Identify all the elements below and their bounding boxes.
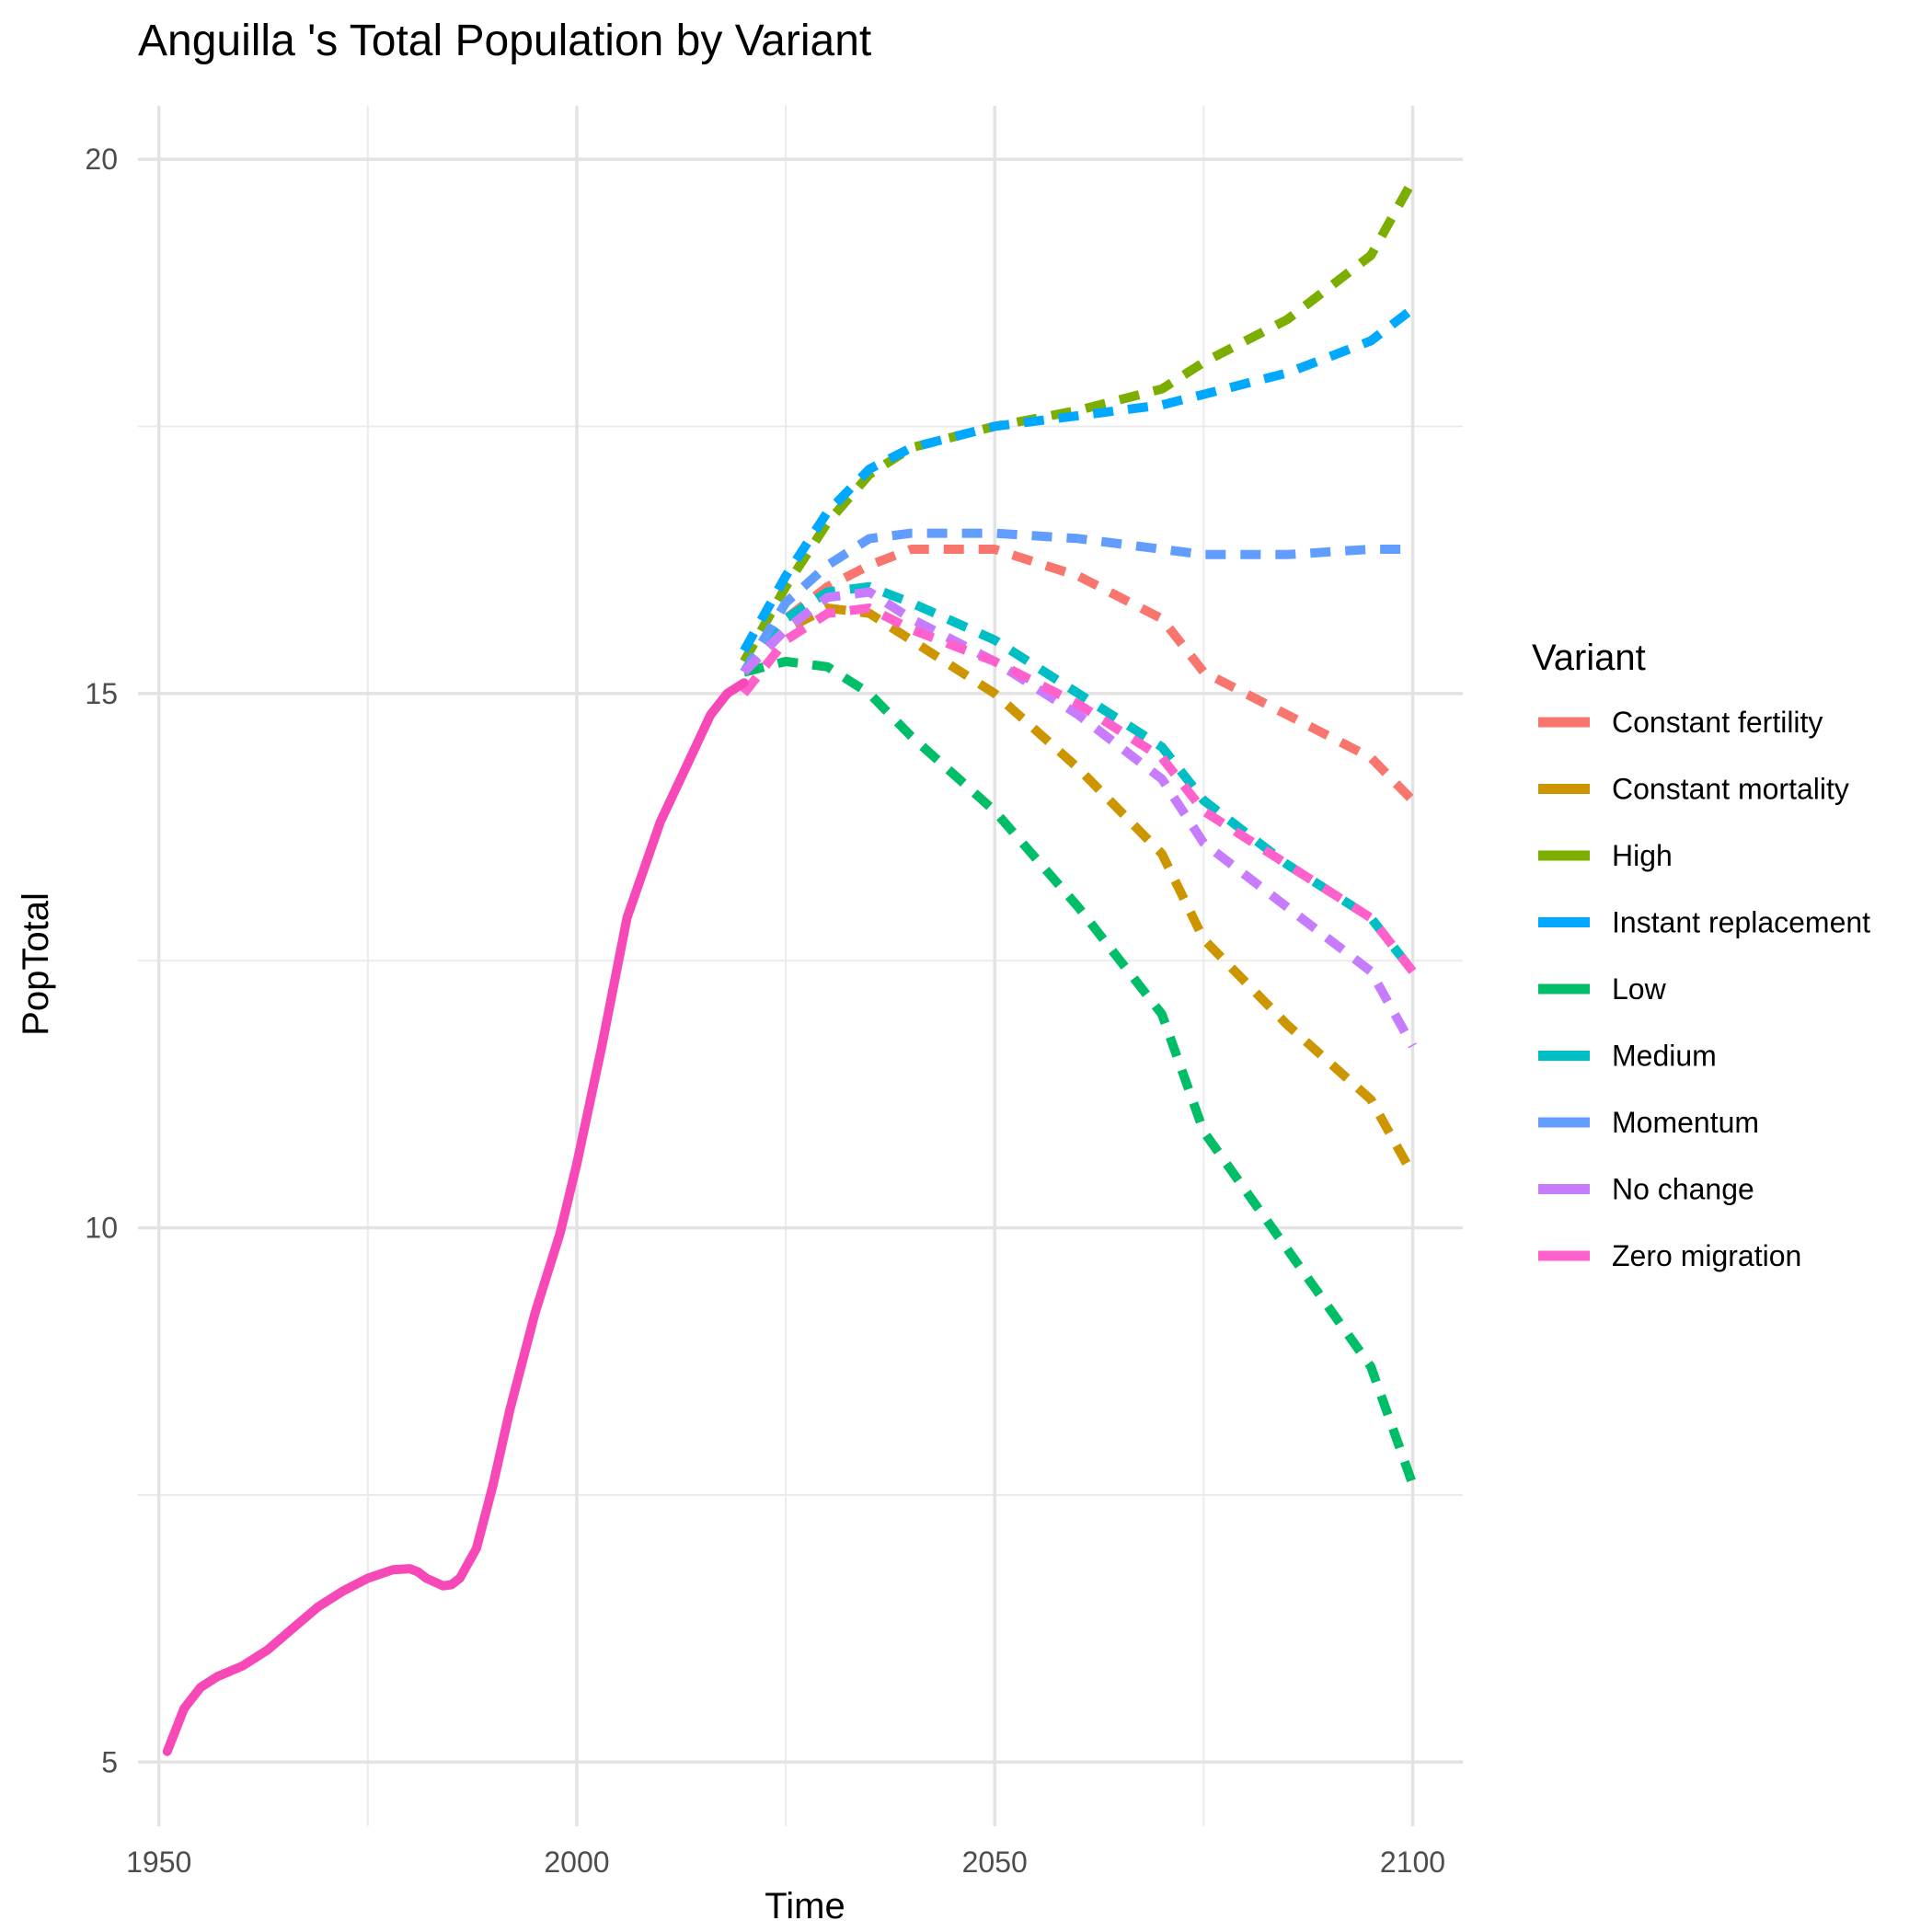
legend-title: Variant xyxy=(1532,638,1646,678)
series-line-momentum xyxy=(740,528,1413,675)
series-line-no-change xyxy=(741,587,1417,1049)
series-line-constant-mortality xyxy=(741,603,1417,1177)
y-tick-label: 15 xyxy=(85,677,118,710)
legend-label: Constant fertility xyxy=(1612,706,1823,739)
series-lines xyxy=(162,178,1418,1756)
legend-label: Constant mortality xyxy=(1612,773,1849,806)
legend-label: Low xyxy=(1612,972,1667,1006)
historical-line xyxy=(162,678,749,1756)
x-tick-label: 1950 xyxy=(126,1846,191,1879)
y-tick-label: 20 xyxy=(85,143,118,176)
legend-label: Zero migration xyxy=(1612,1239,1801,1272)
x-tick-label: 2050 xyxy=(962,1846,1028,1879)
x-tick-label: 2100 xyxy=(1380,1846,1445,1879)
legend: Variant Constant fertility Constant morta… xyxy=(1532,638,1870,1272)
series-line-instant-replacement xyxy=(740,305,1416,653)
x-tick-label: 2000 xyxy=(544,1846,609,1879)
y-axis-label: PopTotal xyxy=(16,892,56,1036)
x-axis-label: Time xyxy=(765,1886,845,1926)
series-line-low xyxy=(742,657,1418,1486)
x-axis-ticks: 1950 2000 2050 2100 xyxy=(126,1846,1445,1879)
y-axis-ticks: 5 10 15 20 xyxy=(85,143,118,1778)
legend-label: High xyxy=(1612,839,1673,872)
grid xyxy=(138,106,1463,1826)
chart-title: Anguilla 's Total Population by Variant xyxy=(138,17,871,65)
legend-label: No change xyxy=(1612,1173,1754,1206)
series-line-zero-migration xyxy=(740,603,1417,974)
y-tick-label: 5 xyxy=(101,1745,118,1778)
legend-label: Momentum xyxy=(1612,1106,1759,1139)
legend-label: Instant replacement xyxy=(1612,906,1870,939)
y-tick-label: 10 xyxy=(85,1212,118,1245)
legend-label: Medium xyxy=(1612,1040,1717,1073)
